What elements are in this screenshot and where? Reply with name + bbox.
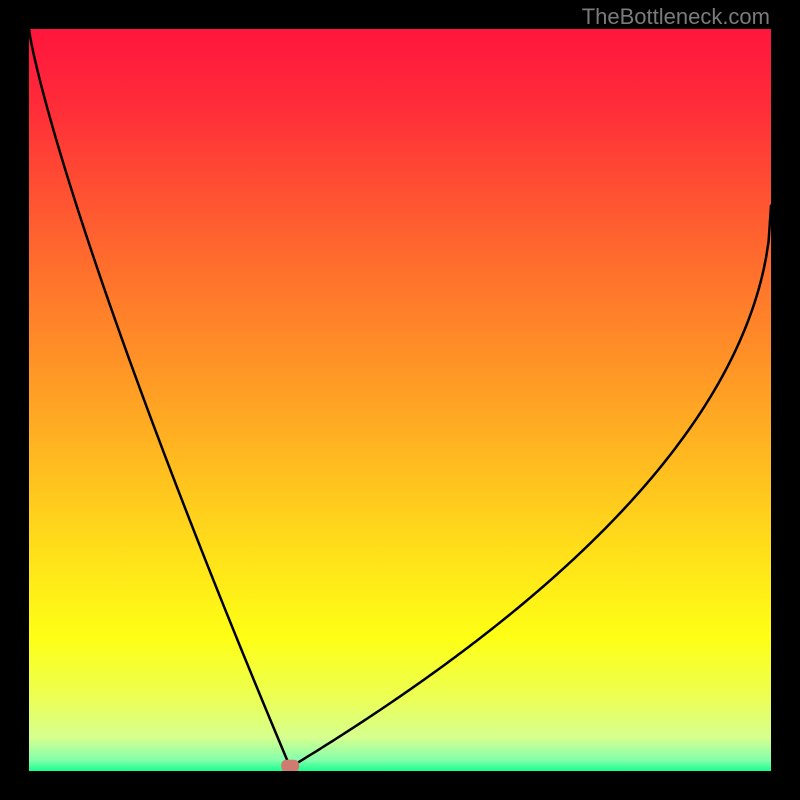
watermark-text: TheBottleneck.com — [582, 4, 770, 30]
apex-marker — [281, 760, 299, 771]
plot-area — [29, 29, 771, 771]
chart-svg — [29, 29, 771, 771]
gradient-background — [29, 29, 771, 771]
